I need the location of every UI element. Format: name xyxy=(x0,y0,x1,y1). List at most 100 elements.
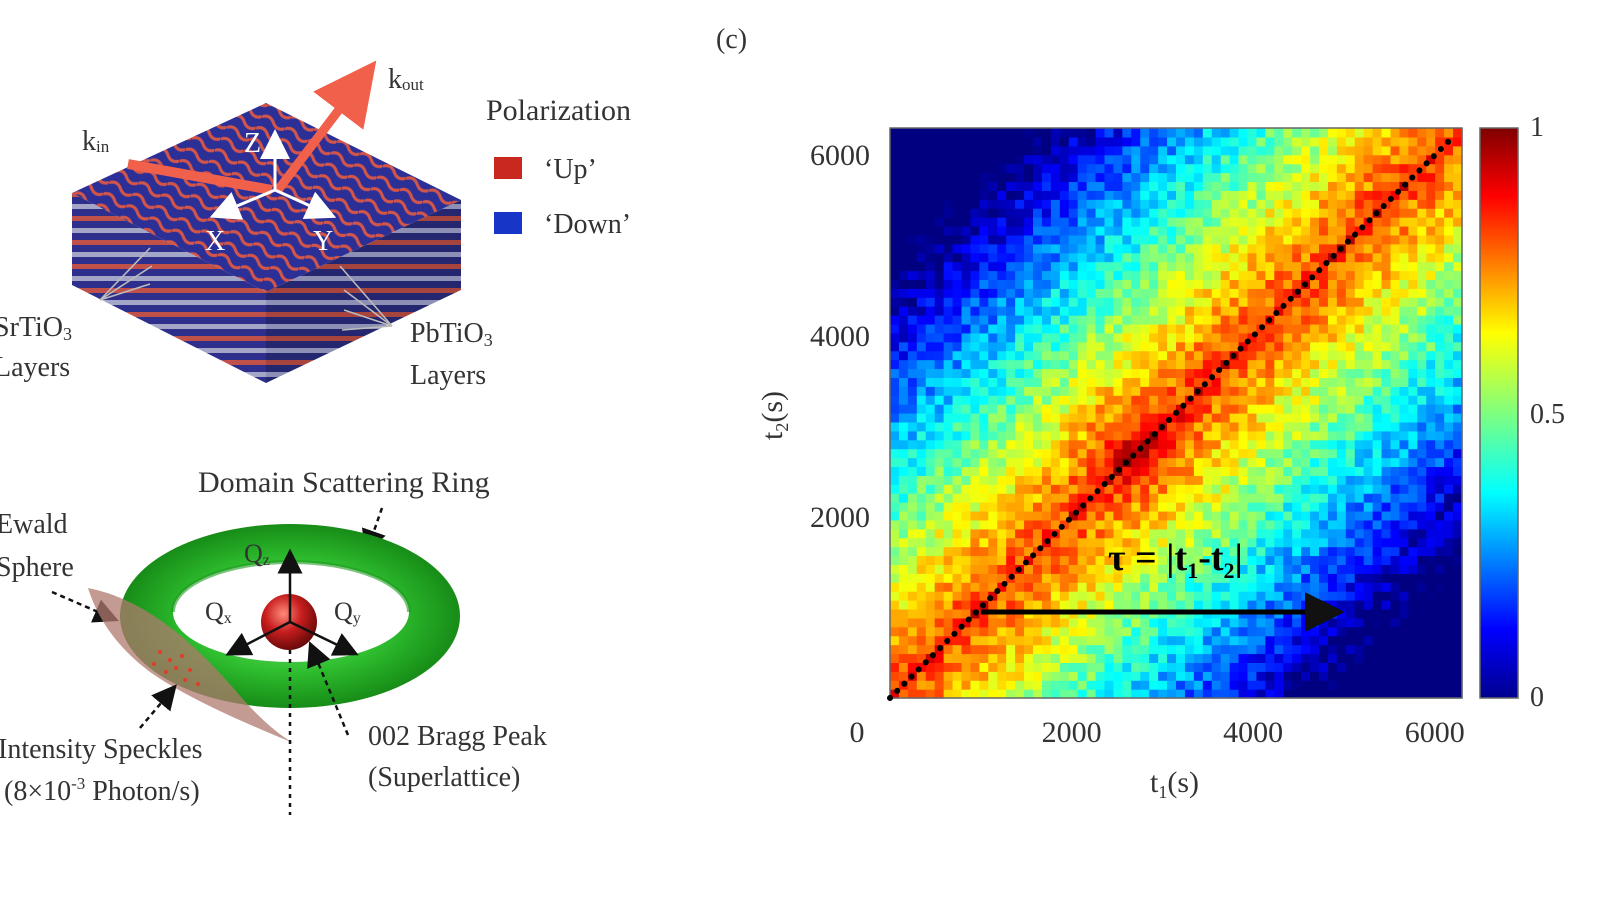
heatmap-cell xyxy=(1453,315,1463,325)
heatmap-cell xyxy=(1310,225,1320,236)
heatmap-cell xyxy=(1274,243,1284,254)
heatmap-cell xyxy=(1006,270,1016,281)
heatmap-cell xyxy=(1077,475,1088,485)
heatmap-cell xyxy=(1033,208,1043,218)
heatmap-cell xyxy=(1068,519,1079,530)
heatmap-cell xyxy=(1363,626,1374,637)
heatmap-cell xyxy=(1113,457,1123,468)
heatmap-cell xyxy=(898,145,909,156)
heatmap-cell xyxy=(1229,555,1240,566)
heatmap-cell xyxy=(1238,315,1249,325)
heatmap-cell xyxy=(1310,591,1320,601)
heatmap-cell xyxy=(1211,475,1222,485)
heatmap-cell xyxy=(1274,475,1284,485)
heatmap-cell xyxy=(1345,493,1356,503)
heatmap-cell xyxy=(961,350,972,361)
heatmap-cell xyxy=(1068,172,1079,183)
heatmap-cell xyxy=(979,163,989,174)
heatmap-cell xyxy=(916,404,927,414)
heatmap-cell xyxy=(1077,377,1088,387)
heatmap-cell xyxy=(997,502,1007,512)
heatmap-cell xyxy=(988,270,998,281)
heatmap-cell xyxy=(1274,635,1284,646)
heatmap-cell xyxy=(1381,217,1392,227)
heatmap-cell xyxy=(1184,217,1195,227)
heatmap-cell xyxy=(1131,306,1141,316)
heatmap-cell xyxy=(1006,243,1016,254)
heatmap-cell xyxy=(1229,332,1240,343)
heatmap-cell xyxy=(1006,172,1016,183)
heatmap-cell xyxy=(988,404,998,414)
ring-label: Domain Scattering Ring xyxy=(198,466,490,499)
heatmap-cell xyxy=(1176,306,1186,316)
heatmap-cell xyxy=(1050,404,1061,414)
heatmap-cell xyxy=(1024,582,1034,592)
heatmap-cell xyxy=(1104,306,1115,316)
heatmap-cell xyxy=(1113,502,1123,512)
heatmap-cell xyxy=(1345,608,1356,619)
heatmap-cell xyxy=(1229,279,1240,289)
heatmap-cell xyxy=(1104,297,1115,307)
heatmap-cell xyxy=(1363,555,1374,566)
heatmap-cell xyxy=(1256,341,1266,352)
heatmap-cell xyxy=(1408,635,1418,646)
heatmap-cell xyxy=(1345,626,1356,637)
heatmap-cell xyxy=(1068,689,1079,699)
heatmap-cell xyxy=(1184,493,1195,503)
heatmap-cell xyxy=(890,680,900,690)
heatmap-cell xyxy=(916,234,927,245)
heatmap-cell xyxy=(1310,582,1320,592)
heatmap-cell xyxy=(1068,448,1079,459)
heatmap-cell xyxy=(1265,689,1275,699)
heatmap-cell xyxy=(898,136,909,147)
heatmap-cell xyxy=(1426,439,1436,450)
heatmap-cell xyxy=(1131,332,1141,343)
heatmap-cell xyxy=(1372,689,1383,699)
heatmap-cell xyxy=(1390,564,1401,574)
heatmap-cell xyxy=(1238,413,1249,423)
heatmap-cell xyxy=(1184,315,1195,325)
heatmap-cell xyxy=(1158,466,1168,476)
heatmap-cell xyxy=(1041,671,1052,681)
heatmap-cell xyxy=(916,466,927,476)
heatmap-cell xyxy=(1220,279,1231,289)
heatmap-cell xyxy=(1220,689,1231,699)
heatmap-cell xyxy=(979,502,989,512)
heatmap-cell xyxy=(1247,288,1258,298)
heatmap-cell xyxy=(1390,172,1401,183)
colorbar-tick-label: 0.5 xyxy=(1530,399,1565,430)
heatmap-cell xyxy=(916,475,927,485)
heatmap-cell xyxy=(1131,430,1141,441)
heatmap-cell xyxy=(1363,128,1374,138)
heatmap-cell xyxy=(1417,136,1427,147)
heatmap-cell xyxy=(1381,555,1392,566)
heatmap-cell xyxy=(1041,644,1052,655)
heatmap-cell xyxy=(970,136,980,147)
heatmap-cell xyxy=(1274,564,1284,574)
heatmap-cell xyxy=(1274,617,1284,628)
heatmap-cell xyxy=(1292,359,1302,370)
heatmap-cell xyxy=(1301,163,1311,174)
heatmap-cell xyxy=(997,341,1007,352)
heatmap-cell xyxy=(1024,573,1034,583)
heatmap-cell xyxy=(1345,350,1356,361)
heatmap-cell xyxy=(1095,689,1106,699)
heatmap-cell xyxy=(1041,306,1052,316)
heatmap-cell xyxy=(1372,528,1383,539)
heatmap-cell xyxy=(1176,217,1186,227)
heatmap-cell xyxy=(1033,493,1043,503)
heatmap-cell xyxy=(1444,413,1454,423)
heatmap-cell xyxy=(1292,573,1302,583)
heatmap-cell xyxy=(1345,439,1356,450)
heatmap-cell xyxy=(1345,136,1356,147)
heatmap-cell xyxy=(1193,635,1204,646)
heatmap-cell xyxy=(1202,662,1213,672)
heatmap-cell xyxy=(1247,617,1258,628)
heatmap-cell xyxy=(943,626,954,637)
heatmap-cell xyxy=(943,421,954,432)
heatmap-cell xyxy=(1336,136,1347,147)
heatmap-cell xyxy=(1399,172,1409,183)
heatmap-cell xyxy=(1363,600,1374,610)
heatmap-cell xyxy=(1319,217,1329,227)
heatmap-cell xyxy=(1077,270,1088,281)
